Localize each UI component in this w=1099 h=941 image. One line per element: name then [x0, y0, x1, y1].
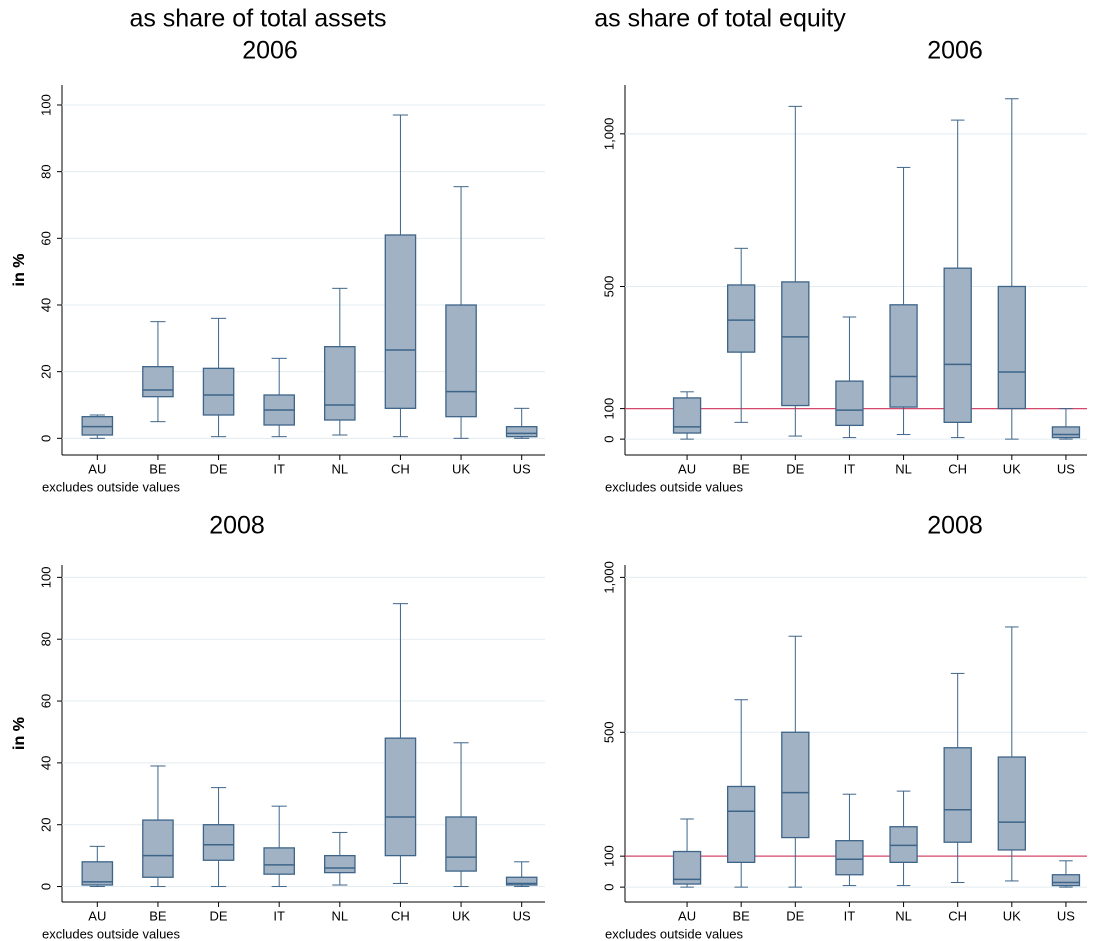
x-tick-label: AU — [678, 461, 696, 476]
x-tick-label: NL — [332, 461, 349, 476]
box — [81, 861, 114, 886]
box — [727, 785, 756, 864]
box — [943, 267, 972, 423]
y-axis-label: in % — [11, 254, 28, 287]
x-tick-label: BE — [149, 908, 167, 923]
box — [727, 284, 756, 353]
note: excludes outside values — [605, 926, 744, 941]
y-axis-label: in % — [11, 717, 28, 750]
box — [81, 416, 114, 436]
box — [1051, 426, 1081, 439]
y-tick-label: 100 — [601, 845, 616, 867]
x-tick-label: US — [513, 908, 531, 923]
x-tick-label: BE — [733, 461, 751, 476]
box — [142, 366, 174, 398]
box — [997, 285, 1026, 410]
y-tick-label: 0 — [38, 435, 53, 442]
note: excludes outside values — [605, 479, 744, 494]
x-tick-label: NL — [332, 908, 349, 923]
x-tick-label: UK — [452, 461, 470, 476]
y-tick-label: 40 — [38, 756, 53, 770]
box — [202, 824, 235, 861]
box — [505, 876, 538, 886]
y-tick-label: 0 — [38, 883, 53, 890]
y-tick-label: 60 — [38, 694, 53, 708]
x-tick-label: UK — [1003, 461, 1021, 476]
box — [889, 826, 918, 864]
column-header: as share of total equity — [594, 5, 846, 33]
x-tick-label: CH — [948, 908, 967, 923]
y-tick-label: 20 — [38, 817, 53, 831]
y-tick-label: 80 — [38, 164, 53, 178]
box — [384, 234, 417, 409]
x-tick-label: DE — [210, 461, 228, 476]
x-tick-label: CH — [948, 461, 967, 476]
box — [445, 816, 477, 872]
box — [943, 747, 972, 843]
x-tick-label: CH — [391, 461, 410, 476]
x-tick-label: DE — [786, 908, 804, 923]
box — [781, 731, 810, 839]
box — [445, 304, 477, 418]
y-tick-label: 60 — [38, 231, 53, 245]
y-tick-label: 1,000 — [601, 118, 616, 151]
x-tick-label: AU — [88, 908, 106, 923]
x-tick-label: AU — [678, 908, 696, 923]
note: excludes outside values — [42, 926, 181, 941]
box — [997, 756, 1026, 851]
box — [835, 380, 864, 427]
x-tick-label: IT — [273, 461, 285, 476]
x-tick-label: NL — [895, 461, 912, 476]
x-tick-label: UK — [1003, 908, 1021, 923]
box — [781, 281, 810, 407]
box — [263, 847, 295, 875]
box — [202, 367, 235, 416]
y-tick-label: 500 — [601, 721, 616, 743]
column-header: as share of total assets — [129, 5, 386, 33]
chart-title: 2008 — [927, 512, 983, 540]
x-tick-label: BE — [149, 461, 167, 476]
x-tick-label: DE — [786, 461, 804, 476]
box — [672, 397, 702, 434]
y-tick-label: 80 — [38, 632, 53, 646]
x-tick-label: AU — [88, 461, 106, 476]
box — [142, 819, 174, 878]
box — [835, 840, 864, 876]
x-tick-label: IT — [844, 461, 856, 476]
box — [1051, 874, 1081, 887]
chart-title: 2006 — [927, 37, 983, 65]
y-tick-label: 0 — [601, 436, 616, 443]
y-tick-label: 0 — [601, 884, 616, 891]
x-tick-label: IT — [844, 908, 856, 923]
x-tick-label: US — [513, 461, 531, 476]
y-tick-label: 40 — [38, 298, 53, 312]
x-tick-label: US — [1057, 908, 1075, 923]
x-tick-label: CH — [391, 908, 410, 923]
y-axis-label: in % — [11, 717, 28, 750]
chart-title: 2006 — [242, 37, 298, 65]
x-tick-label: IT — [273, 908, 285, 923]
box — [324, 854, 356, 874]
x-tick-label: DE — [210, 908, 228, 923]
y-axis-label: in % — [11, 254, 28, 287]
x-tick-label: BE — [733, 908, 751, 923]
y-tick-label: 500 — [601, 276, 616, 298]
note: excludes outside values — [42, 479, 181, 494]
y-tick-label: 1,000 — [601, 561, 616, 594]
chart-title: 2008 — [209, 512, 265, 540]
box — [324, 346, 356, 421]
y-tick-label: 100 — [38, 94, 53, 116]
box — [889, 304, 918, 408]
y-tick-label: 20 — [38, 364, 53, 378]
x-tick-label: US — [1057, 461, 1075, 476]
box — [505, 426, 538, 438]
x-tick-label: NL — [895, 908, 912, 923]
y-tick-label: 100 — [601, 398, 616, 420]
x-tick-label: UK — [452, 908, 470, 923]
y-tick-label: 100 — [38, 567, 53, 589]
box — [672, 850, 702, 885]
box — [384, 737, 417, 857]
